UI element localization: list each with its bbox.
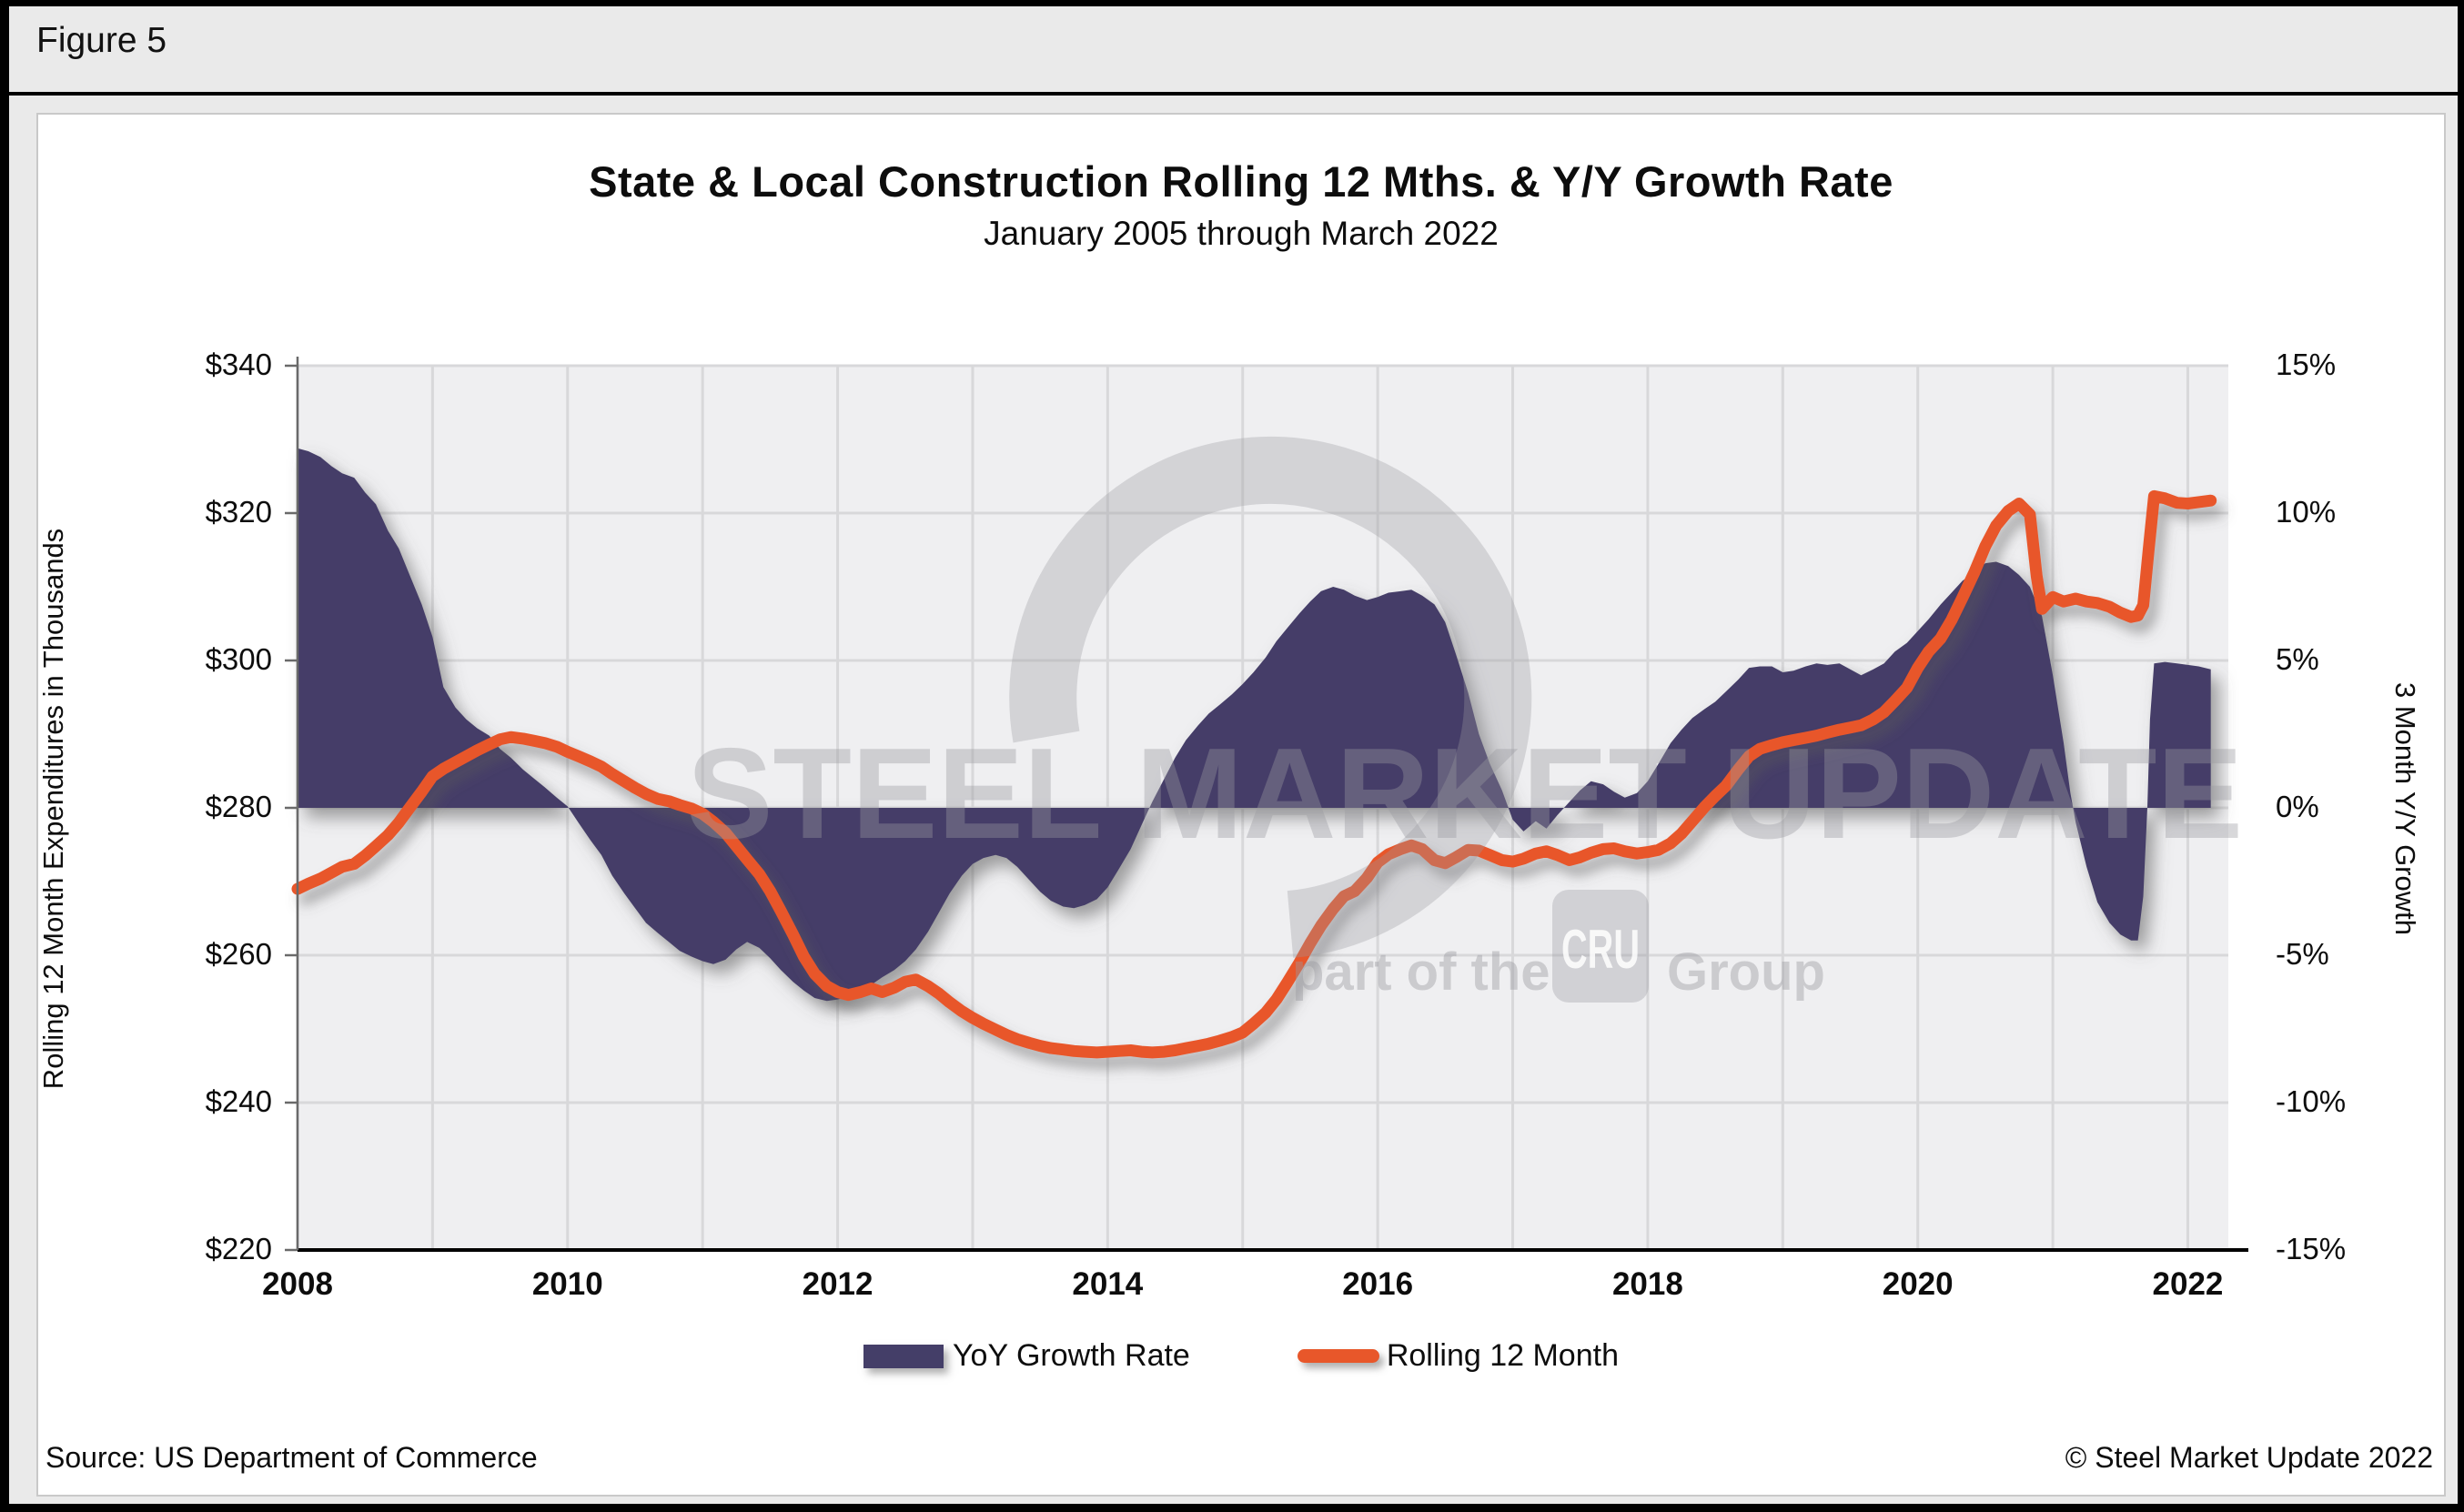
- yoy-growth-area-series: [298, 448, 2211, 1002]
- left-axis-tick-label: $260: [205, 937, 272, 971]
- footer-source: Source: US Department of Commerce: [45, 1441, 538, 1474]
- x-axis-tick-label: 2016: [1342, 1266, 1414, 1302]
- left-axis-tick-label: $320: [205, 495, 272, 529]
- right-axis-tick-label: -10%: [2276, 1084, 2347, 1118]
- plot-area: STEEL MARKET UPDATE part of the CRU Group: [285, 357, 2248, 1252]
- legend-label-rolling: Rolling 12 Month: [1386, 1338, 1619, 1373]
- x-axis-tick-label: 2010: [531, 1266, 603, 1302]
- cru-text: CRU: [1561, 919, 1640, 980]
- watermark-part-text: part of the: [1292, 942, 1550, 1002]
- legend-label-yoy: YoY Growth Rate: [953, 1338, 1190, 1373]
- x-axis-tick-label: 2014: [1072, 1266, 1144, 1302]
- x-axis-tick-label: 2020: [1882, 1266, 1954, 1302]
- area-series-swatch-icon: [863, 1344, 944, 1368]
- watermark-text: STEEL MARKET UPDATE: [687, 721, 2243, 866]
- right-axis-tick-label: 15%: [2276, 348, 2337, 381]
- left-axis-tick-label: $240: [205, 1084, 272, 1118]
- right-axis-tick-label: -5%: [2276, 937, 2329, 971]
- right-axis-tick-label: 0%: [2276, 790, 2319, 823]
- right-axis-tick-label: -15%: [2276, 1232, 2347, 1265]
- watermark: STEEL MARKET UPDATE part of the CRU Group: [687, 437, 2243, 1003]
- chart-card: State & Local Construction Rolling 12 Mt…: [36, 113, 2446, 1497]
- left-axis-tick-label: $280: [205, 790, 272, 823]
- chart-subtitle: January 2005 through March 2022: [984, 215, 1499, 252]
- left-axis-tick-label: $300: [205, 642, 272, 676]
- x-axis-tick-label: 2012: [802, 1266, 874, 1302]
- right-axis-tick-label: 5%: [2276, 642, 2319, 676]
- rolling-12-month-line-series: [291, 489, 2217, 1059]
- right-axis-title: 3 Month Y/Y Growth: [2389, 681, 2421, 935]
- footer-copyright: © Steel Market Update 2022: [2065, 1441, 2433, 1474]
- chart-title: State & Local Construction Rolling 12 Mt…: [589, 157, 1893, 206]
- figure-label: Figure 5: [36, 21, 167, 60]
- left-axis-title: Rolling 12 Month Expenditures in Thousan…: [37, 528, 69, 1090]
- cru-swoosh-icon: [1009, 437, 1532, 958]
- legend-item-rolling-12-month[interactable]: Rolling 12 Month: [1297, 1338, 1619, 1374]
- cru-box: [1552, 890, 1649, 1003]
- x-axis-tick-label: 2008: [262, 1266, 333, 1302]
- x-axis-tick-label: 2022: [2152, 1266, 2224, 1302]
- legend-item-yoy-growth[interactable]: YoY Growth Rate: [863, 1338, 1190, 1374]
- header-rule: [9, 92, 2458, 96]
- legend: YoY Growth Rate Rolling 12 Month: [38, 1338, 2444, 1374]
- right-axis-tick-label: 10%: [2276, 495, 2337, 529]
- line-series-swatch-icon: [1297, 1349, 1379, 1363]
- x-axis-tick-label: 2018: [1611, 1266, 1683, 1302]
- left-axis-tick-label: $340: [205, 348, 272, 381]
- left-axis-tick-label: $220: [205, 1232, 272, 1265]
- watermark-group-text: Group: [1667, 942, 1825, 1002]
